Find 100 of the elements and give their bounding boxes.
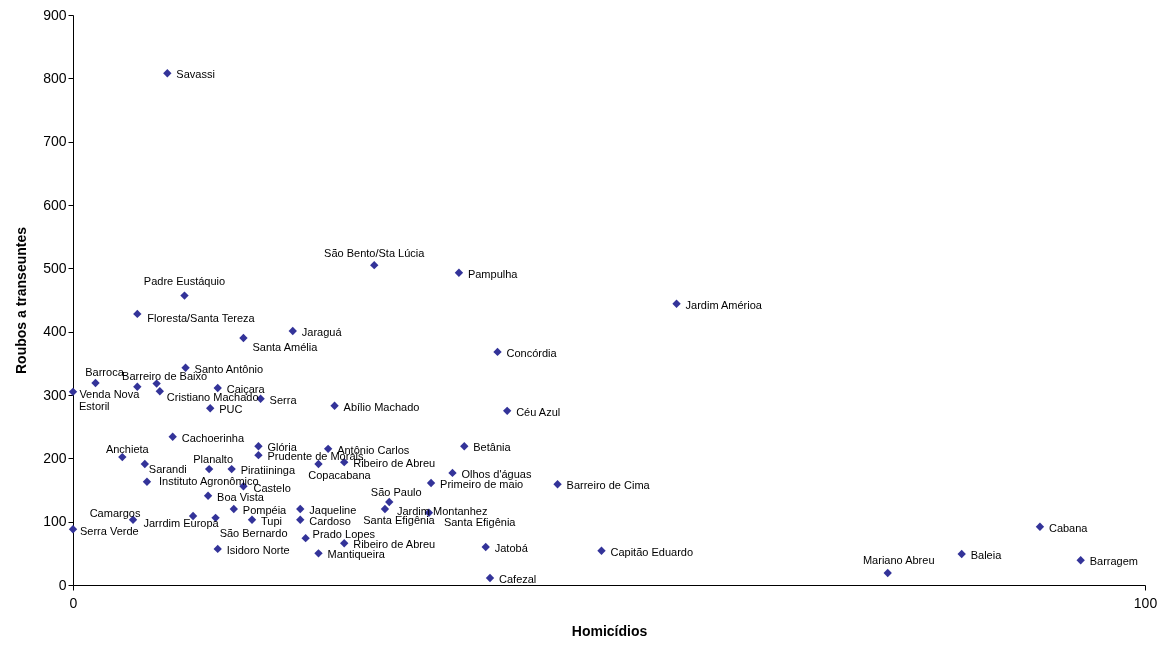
point (485, 573, 495, 583)
annotation: Piratiininga (240, 464, 296, 477)
y-tick-label: 800 (43, 69, 67, 86)
annotation: Serra (269, 393, 298, 406)
annotation: Jarrdim Europa (143, 516, 220, 529)
annotation: Jaraguá (301, 326, 343, 339)
point (68, 525, 78, 534)
point (180, 291, 189, 300)
point (213, 544, 222, 554)
annotation: São Paulo (370, 486, 422, 499)
point (454, 268, 464, 277)
annotation: Planalto (193, 453, 234, 466)
point (206, 404, 215, 413)
annotation: São Bento/Sta Lúcia (324, 247, 426, 260)
y-tick-label: 100 (43, 513, 67, 530)
annotation: Santa Amélia (252, 341, 319, 353)
point (426, 478, 436, 488)
annotation: Mariano Abreu (862, 553, 935, 566)
point (239, 333, 248, 343)
point (288, 326, 297, 336)
point (481, 542, 490, 552)
y-tick-label: 200 (43, 449, 67, 466)
point (502, 406, 512, 416)
annotation: Jaqueline (309, 504, 357, 516)
y-axis-title: Roubos a transeuntes (13, 226, 30, 375)
annotation: Venda Nova (79, 387, 141, 400)
y-tick-label: 500 (43, 259, 67, 276)
point (1076, 556, 1085, 565)
point (1035, 522, 1045, 531)
point (140, 459, 150, 469)
annotation: Ribeiro de Abreu (353, 538, 436, 551)
point (493, 347, 502, 357)
x-axis-title: Homicídios (571, 622, 648, 639)
annotation: Pompéia (242, 504, 288, 516)
annotation: Serra Verde (80, 525, 139, 538)
y-tick-label: 300 (43, 386, 67, 403)
y-tick-label: 600 (43, 196, 67, 213)
annotation: PUC (219, 403, 243, 416)
annotation: Barragem (1089, 555, 1138, 568)
point (133, 309, 142, 319)
annotation: Isidoro Norte (226, 543, 290, 556)
annotation: Concórdia (506, 346, 558, 359)
y-tick-label: 900 (43, 6, 67, 23)
point (340, 539, 349, 548)
annotation: Estoril (79, 399, 110, 412)
point (301, 533, 310, 543)
annotation: Caiçara (226, 383, 266, 396)
point (68, 387, 78, 397)
annotation: Sarandi (148, 463, 187, 476)
annotation: Olhos d'águas (461, 467, 532, 480)
annotation: Copacabana (308, 469, 372, 482)
point (314, 549, 323, 558)
annotation: Camargos (89, 506, 141, 519)
point (553, 480, 562, 489)
annotation: Pampulha (467, 267, 519, 280)
annotation: Anchieta (105, 443, 150, 456)
point (163, 69, 172, 78)
annotation: Prado Lopes (312, 528, 376, 541)
annotation: Betânia (473, 441, 512, 454)
annotation: Capitão Eduardo (610, 545, 694, 558)
point (227, 464, 236, 474)
y-tick-label: 700 (43, 133, 67, 150)
annotation: Mantiqueira (327, 548, 386, 561)
point (460, 442, 469, 451)
annotation: Santa Efigênia (363, 514, 436, 526)
annotation: Jardim Montanhez (396, 505, 488, 517)
point (204, 464, 214, 474)
point (597, 546, 606, 555)
point (883, 568, 892, 578)
point (118, 452, 127, 462)
point (213, 383, 222, 393)
point (203, 491, 213, 500)
point (380, 504, 390, 514)
annotation: Abílio Machado (343, 400, 420, 413)
annotation: Cafezal (499, 573, 537, 586)
point (133, 382, 142, 391)
point (142, 477, 152, 486)
annotation: São Bernardo (219, 526, 288, 539)
annotation: Baleia (970, 548, 1003, 561)
point (168, 432, 177, 441)
point (91, 378, 100, 388)
point (181, 363, 190, 372)
point (314, 459, 323, 469)
point (330, 401, 339, 410)
annotation: Floresta/Santa Tereza (147, 311, 256, 324)
annotation: Céu Azul (516, 405, 561, 418)
annotation: Jardim Amérioa (685, 298, 763, 311)
annotation: Cachoerinha (181, 431, 245, 444)
point (385, 497, 394, 507)
point (296, 504, 305, 514)
point (254, 450, 263, 460)
annotation: Savassi (176, 68, 215, 81)
point (155, 387, 165, 396)
y-tick-label: 0 (58, 576, 67, 593)
point (254, 442, 263, 451)
annotation: Padre Eustáquio (143, 274, 226, 287)
point (672, 299, 681, 308)
annotation: Barreiro de Cima (566, 479, 651, 492)
point (370, 260, 379, 270)
annotation: Jatobá (494, 542, 529, 554)
